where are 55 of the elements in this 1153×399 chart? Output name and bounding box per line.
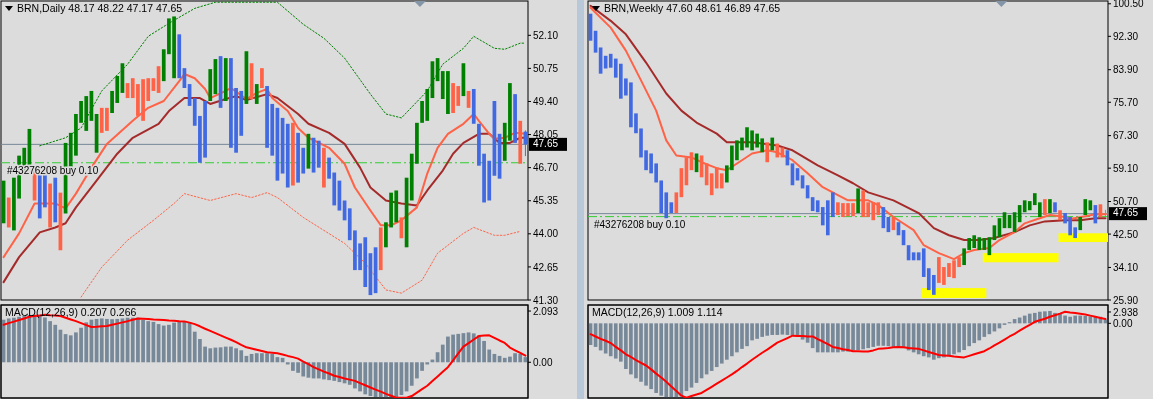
ref-line-label: #43276208 buy 0.10 bbox=[594, 218, 686, 230]
candlestick bbox=[1043, 199, 1047, 216]
candlestick bbox=[856, 188, 860, 214]
chart-title: BRN,Daily 48.17 48.22 47.17 47.65 bbox=[17, 2, 183, 14]
candlestick bbox=[223, 58, 228, 101]
candlestick bbox=[1078, 217, 1083, 231]
y-tick-label: 0.00 bbox=[533, 356, 553, 368]
y-tick-label: 44.00 bbox=[533, 228, 559, 240]
y-tick-label: 49.40 bbox=[533, 96, 559, 108]
y-tick-label: 0.00 bbox=[1113, 317, 1133, 329]
candlestick bbox=[518, 120, 523, 164]
y-tick-label: 59.10 bbox=[1113, 162, 1139, 174]
y-tick-label: 100.50 bbox=[1113, 0, 1145, 10]
y-tick-label: 34.10 bbox=[1113, 262, 1139, 274]
candlestick bbox=[770, 137, 775, 151]
candlestick bbox=[1058, 210, 1062, 221]
candlestick bbox=[471, 88, 476, 124]
candlestick bbox=[177, 34, 182, 79]
candlestick bbox=[6, 197, 11, 228]
chart-title: MACD(12,26,9) 0.207 0.266 bbox=[5, 306, 137, 318]
candlestick bbox=[48, 183, 52, 228]
y-tick-label: 67.30 bbox=[1113, 130, 1139, 142]
y-tick-label: 42.50 bbox=[1113, 228, 1139, 240]
candlestick bbox=[1053, 202, 1057, 213]
candlestick bbox=[254, 84, 259, 104]
y-tick-label: 48.05 bbox=[533, 129, 559, 141]
candlestick bbox=[322, 147, 326, 188]
chart-title: MACD(12,26,9) 1.009 1.114 bbox=[592, 306, 723, 318]
candlestick bbox=[1048, 199, 1052, 214]
y-tick-label: 83.90 bbox=[1113, 64, 1139, 76]
y-tick-label: 45.35 bbox=[533, 195, 559, 207]
y-tick-label: 25.90 bbox=[1113, 294, 1139, 306]
candlestick bbox=[765, 142, 770, 163]
ref-line-label: 47.65 bbox=[1113, 207, 1139, 219]
y-tick-label: 92.30 bbox=[1113, 30, 1139, 42]
ref-line-label: 47.65 bbox=[533, 138, 559, 150]
y-tick-label: 50.70 bbox=[1113, 196, 1139, 208]
y-tick-label: 46.70 bbox=[533, 162, 559, 174]
chart-title: BRN,Weekly 47.60 48.61 46.89 47.65 bbox=[604, 2, 781, 14]
candlestick bbox=[513, 94, 517, 143]
candlestick bbox=[291, 122, 295, 186]
y-tick-label: 2.093 bbox=[533, 305, 559, 317]
candlestick bbox=[1083, 199, 1088, 216]
candlestick bbox=[316, 140, 321, 168]
candlestick bbox=[53, 177, 58, 223]
y-tick-label: 2.938 bbox=[1113, 306, 1139, 318]
y-tick-label: 42.65 bbox=[533, 261, 559, 273]
candlestick bbox=[285, 123, 290, 188]
y-tick-label: 41.30 bbox=[533, 294, 559, 306]
line-series bbox=[2, 93, 527, 284]
candlestick bbox=[208, 69, 213, 101]
line-series bbox=[80, 192, 521, 298]
y-tick-label: 50.75 bbox=[533, 63, 559, 74]
y-tick-label: 52.10 bbox=[533, 29, 559, 41]
y-tick-label: 75.70 bbox=[1113, 96, 1139, 108]
